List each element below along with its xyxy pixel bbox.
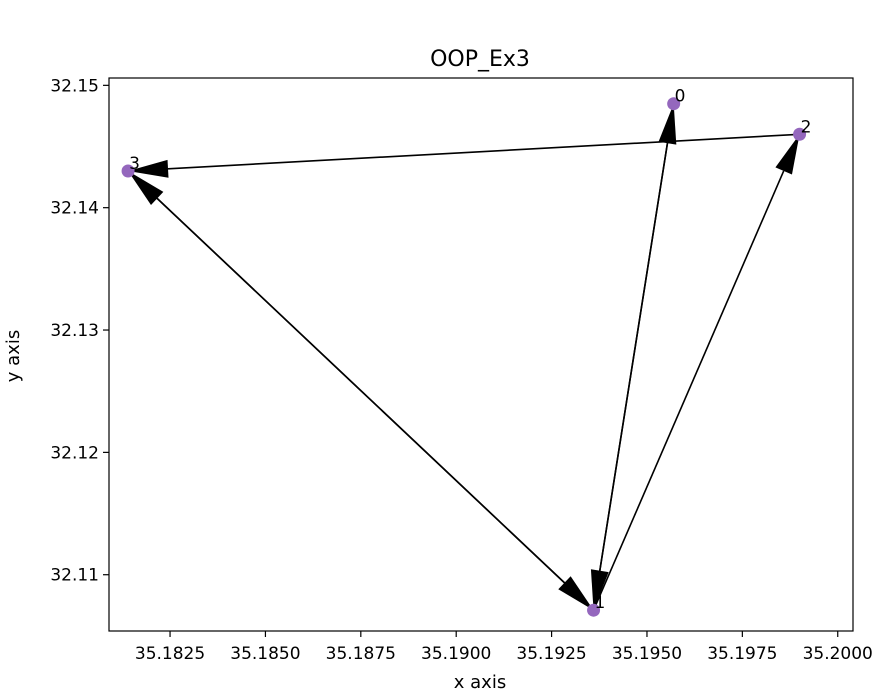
node-point (587, 603, 601, 617)
y-tick-label: 32.14 (50, 199, 99, 219)
chart-title: OOP_Ex3 (430, 47, 530, 72)
x-tick-label: 35.1925 (516, 644, 586, 664)
y-tick-label: 32.13 (50, 321, 99, 341)
node-label: 0 (675, 87, 686, 107)
x-tick-label: 35.1975 (707, 644, 777, 664)
x-tick-label: 35.2000 (803, 644, 873, 664)
x-tick-label: 35.1875 (326, 644, 396, 664)
x-tick-label: 35.1950 (612, 644, 682, 664)
edges-layer (127, 103, 800, 611)
node-point (121, 164, 135, 178)
y-tick-label: 32.11 (50, 566, 99, 586)
edge-arrowhead (590, 569, 609, 611)
y-tick-label: 32.15 (50, 76, 99, 96)
node-point (793, 127, 807, 141)
node-label: 3 (129, 154, 140, 174)
edge-arrowhead (128, 159, 169, 178)
edge-arrow (128, 133, 800, 178)
edge-line (127, 170, 566, 584)
node-label: 2 (801, 117, 812, 137)
edge-line (599, 103, 675, 571)
node-point (667, 97, 681, 111)
x-tick-label: 35.1900 (421, 644, 491, 664)
edge-arrow (592, 134, 800, 611)
y-tick-label: 32.12 (50, 443, 99, 463)
x-axis-label: x axis (454, 672, 506, 691)
edge-line (167, 133, 800, 170)
edge-arrow (127, 170, 594, 611)
edge-arrowhead (558, 576, 594, 611)
nodes-layer: 0 1 2 3 (121, 87, 812, 617)
edge-line (592, 170, 785, 611)
node-label: 1 (595, 593, 606, 613)
y-axis-ticks: 32.11 32.12 32.13 32.14 32.15 (50, 76, 109, 586)
y-axis-label: y axis (3, 330, 24, 382)
plot-area-frame (108, 77, 854, 632)
edge-arrowhead (775, 134, 800, 175)
x-tick-label: 35.1850 (230, 644, 300, 664)
x-axis-ticks: 35.1825 35.1850 35.1875 35.1900 35.1925 35.19… (135, 631, 873, 664)
x-tick-label: 35.1825 (135, 644, 205, 664)
edge-arrow (590, 103, 675, 611)
